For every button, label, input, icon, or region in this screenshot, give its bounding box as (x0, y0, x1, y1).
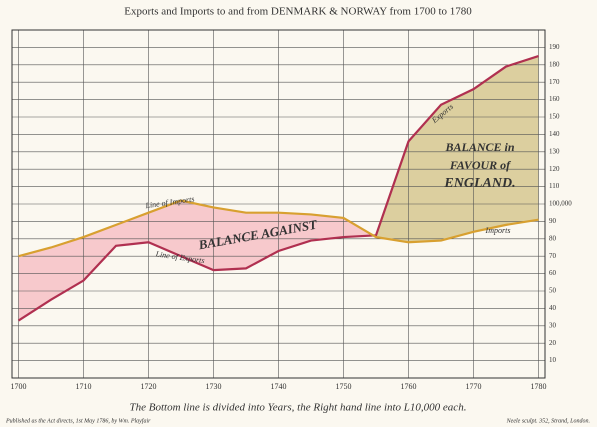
y-tick-label: 40 (549, 304, 557, 312)
y-tick-label: 90 (549, 217, 557, 225)
y-tick-label: 120 (549, 165, 560, 173)
balance-fill (181, 200, 214, 271)
caption: The Bottom line is divided into Years, t… (130, 402, 467, 414)
balance-fill (18, 247, 51, 321)
y-tick-label: 180 (549, 60, 560, 68)
plot-frame (11, 29, 546, 379)
x-tick-label: 1770 (466, 382, 482, 391)
balance-fill (278, 212, 311, 251)
y-tick-label: 80 (549, 234, 557, 242)
x-tick-label: 1780 (531, 382, 547, 391)
y-tick-label: 150 (549, 113, 560, 121)
x-tick-label: 1720 (141, 382, 157, 391)
x-tick-label: 1750 (336, 382, 352, 391)
balance-fill (506, 56, 539, 225)
y-tick-label: 60 (549, 269, 557, 277)
balance-fill (116, 212, 149, 246)
y-tick-label: 20 (549, 339, 557, 347)
annotation: Imports (485, 226, 511, 235)
y-tick-label: 110 (549, 182, 560, 190)
balance-fill (473, 66, 506, 232)
footer-right: Neele sculpt. 352, Strand, London. (506, 418, 590, 424)
balance-fill (148, 200, 181, 257)
annotation: FAVOUR of (449, 158, 511, 172)
balance-fill (441, 89, 474, 241)
y-tick-label: 140 (549, 130, 560, 138)
y-tick-label: 70 (549, 252, 557, 260)
balance-fill (408, 104, 441, 243)
y-tick-label: 190 (549, 43, 560, 51)
x-tick-label: 1730 (206, 382, 222, 391)
y-tick-label: 100,000 (549, 200, 572, 208)
x-tick-label: 1740 (271, 382, 287, 391)
x-tick-label: 1710 (76, 382, 92, 391)
chart-title: Exports and Imports to and from DENMARK … (124, 6, 472, 18)
y-tick-label: 10 (549, 356, 557, 364)
balance-fill (83, 224, 116, 281)
series-line (17, 55, 539, 322)
annotation: BALANCE in (444, 140, 514, 154)
x-tick-label: 1760 (401, 382, 417, 391)
balance-fill (311, 214, 344, 241)
y-tick-label: 170 (549, 78, 560, 86)
footer-left: Published as the Act directs, 1st May 17… (5, 417, 151, 424)
balance-fill (51, 237, 84, 300)
annotation: ENGLAND. (443, 176, 515, 191)
y-tick-label: 130 (549, 147, 560, 155)
y-tick-label: 50 (549, 287, 557, 295)
series-line (18, 199, 539, 258)
y-tick-label: 30 (549, 321, 557, 329)
x-tick-label: 1700 (11, 382, 27, 391)
y-tick-label: 160 (549, 95, 560, 103)
